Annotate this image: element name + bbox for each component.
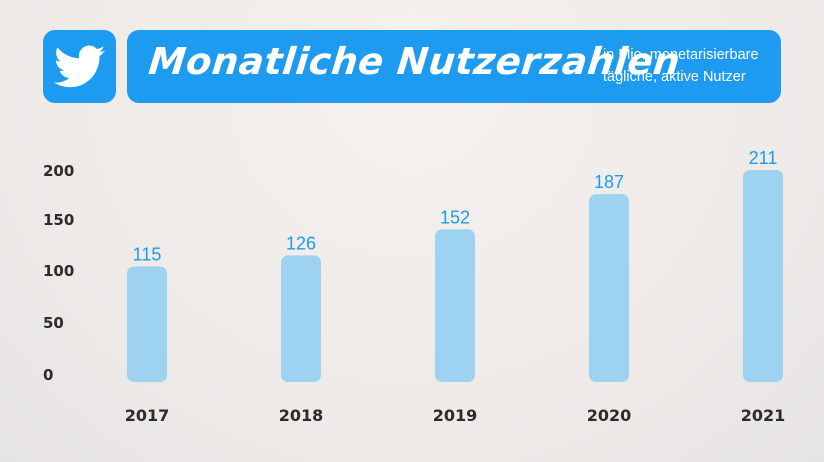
bar-2018 bbox=[281, 255, 321, 382]
data-label-2017: 115 bbox=[133, 244, 162, 264]
logo-box bbox=[43, 30, 116, 103]
y-tick-label: 0 bbox=[43, 366, 53, 384]
bar-2020 bbox=[589, 194, 629, 382]
y-tick-label: 100 bbox=[43, 262, 74, 280]
data-label-2019: 152 bbox=[440, 207, 470, 227]
y-tick-label: 50 bbox=[43, 314, 64, 332]
bar-2021 bbox=[743, 170, 783, 382]
data-label-2021: 211 bbox=[749, 148, 778, 168]
x-tick-label-2021: 2021 bbox=[741, 406, 786, 425]
subtitle-line-1: in Mio. monetarisierbare bbox=[603, 47, 759, 63]
data-label-2018: 126 bbox=[286, 233, 316, 253]
x-tick-label-2018: 2018 bbox=[279, 406, 324, 425]
bar-2017 bbox=[127, 266, 167, 382]
y-tick-label: 200 bbox=[43, 162, 74, 180]
chart-subtitle: in Mio. monetarisierbare tägliche, aktiv… bbox=[603, 44, 778, 88]
x-tick-label-2019: 2019 bbox=[433, 406, 478, 425]
x-tick-label-2017: 2017 bbox=[125, 406, 170, 425]
twitter-bird-icon bbox=[53, 45, 105, 87]
subtitle-line-2: tägliche, aktive Nutzer bbox=[603, 69, 746, 85]
y-tick-label: 150 bbox=[43, 211, 74, 229]
bar-2019 bbox=[435, 229, 475, 382]
x-tick-label-2020: 2020 bbox=[587, 406, 632, 425]
data-label-2020: 187 bbox=[594, 172, 624, 192]
header-banner: Monatliche Nutzerzahlen in Mio. monetari… bbox=[127, 30, 781, 103]
